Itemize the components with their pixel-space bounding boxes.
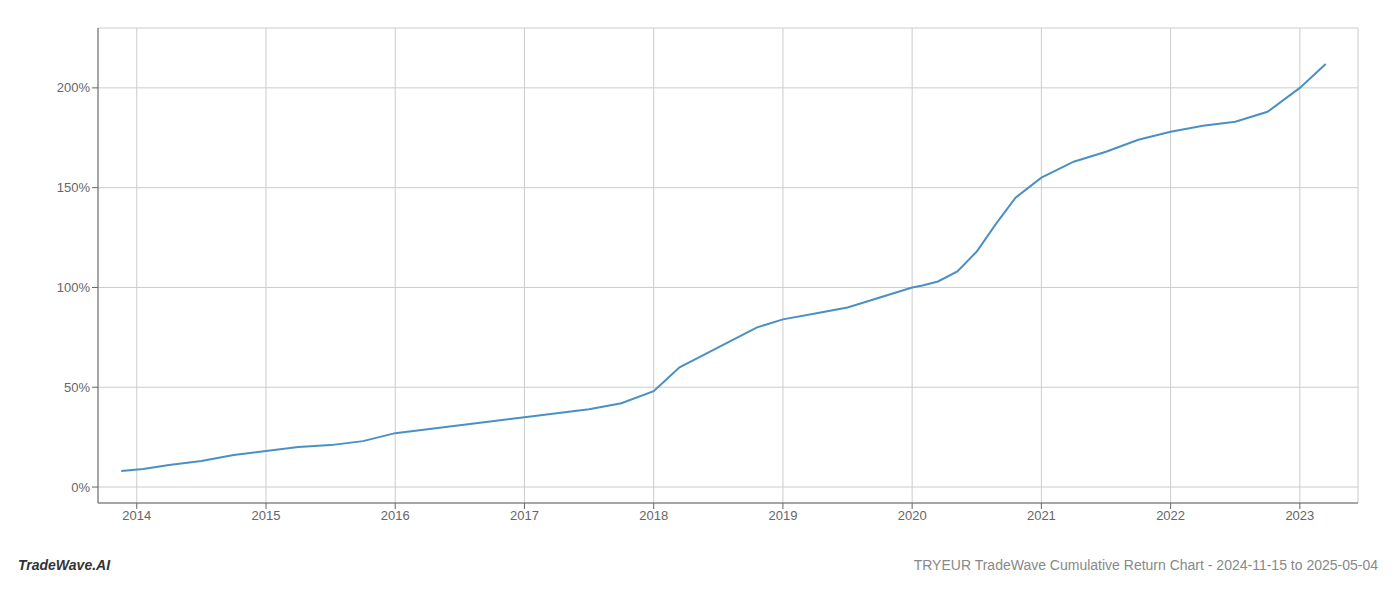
svg-text:50%: 50% <box>64 380 90 395</box>
svg-text:2023: 2023 <box>1285 508 1314 523</box>
svg-text:2020: 2020 <box>898 508 927 523</box>
svg-text:2019: 2019 <box>768 508 797 523</box>
svg-text:200%: 200% <box>57 80 91 95</box>
svg-text:2014: 2014 <box>122 508 151 523</box>
svg-text:2016: 2016 <box>381 508 410 523</box>
svg-text:2015: 2015 <box>252 508 281 523</box>
svg-text:100%: 100% <box>57 280 91 295</box>
svg-text:2017: 2017 <box>510 508 539 523</box>
html-text:TRYEUR TradeWave Cumulative Re: TRYEUR TradeWave Cumulative Return Chart… <box>913 557 1378 573</box>
svg-text:2022: 2022 <box>1156 508 1185 523</box>
svg-text:2021: 2021 <box>1027 508 1056 523</box>
svg-text:2018: 2018 <box>639 508 668 523</box>
svg-text:150%: 150% <box>57 180 91 195</box>
html-text:TradeWave.AI: TradeWave.AI <box>18 557 111 573</box>
svg-text:0%: 0% <box>71 480 90 495</box>
